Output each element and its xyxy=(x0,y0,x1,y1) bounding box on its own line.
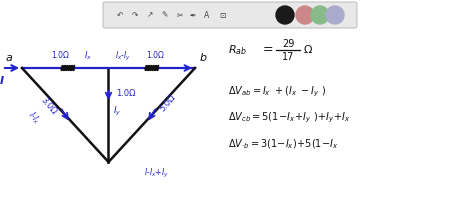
Text: A: A xyxy=(204,10,210,19)
Text: 29: 29 xyxy=(282,39,294,49)
Circle shape xyxy=(311,6,329,24)
Text: ✒: ✒ xyxy=(190,10,196,19)
Text: a: a xyxy=(5,53,12,63)
Text: b: b xyxy=(200,53,207,63)
Text: ⊡: ⊡ xyxy=(219,10,225,19)
Text: $\Delta V_{\cdot b} = 3(1\!-\!I_x)\!+\!5(1\!-\!I_x$: $\Delta V_{\cdot b} = 3(1\!-\!I_x)\!+\!5… xyxy=(228,137,339,151)
Text: ✂: ✂ xyxy=(177,10,183,19)
Text: $R_{ab}$: $R_{ab}$ xyxy=(228,43,247,57)
Text: $I_x$: $I_x$ xyxy=(84,49,92,61)
Text: Ω: Ω xyxy=(304,45,312,55)
Text: ↗: ↗ xyxy=(147,10,153,19)
Text: $I_x$-$I_y$: $I_x$-$I_y$ xyxy=(115,49,131,62)
Text: $\Delta V_{cb} = 5(1\!-\!I_x\!+\!I_y\ )\!+\!I_y\!+\!I_x$: $\Delta V_{cb} = 5(1\!-\!I_x\!+\!I_y\ )\… xyxy=(228,111,351,125)
Text: 17: 17 xyxy=(282,52,294,62)
Circle shape xyxy=(296,6,314,24)
Text: $I$-$I_x$+$I_y$: $I$-$I_x$+$I_y$ xyxy=(145,167,169,180)
Text: $\Delta V_{ab} = I_x\ +(I_x\ -I_y\ )$: $\Delta V_{ab} = I_x\ +(I_x\ -I_y\ )$ xyxy=(228,85,326,99)
Text: 1.0Ω: 1.0Ω xyxy=(51,51,69,60)
Text: ↷: ↷ xyxy=(132,10,138,19)
Text: 1.0Ω: 1.0Ω xyxy=(117,89,136,98)
Text: 3.0Ω: 3.0Ω xyxy=(39,96,59,117)
Circle shape xyxy=(276,6,294,24)
Circle shape xyxy=(326,6,344,24)
FancyBboxPatch shape xyxy=(103,2,357,28)
Text: =: = xyxy=(263,43,273,56)
Text: ↶: ↶ xyxy=(117,10,123,19)
Text: $I$-$I_x$: $I$-$I_x$ xyxy=(25,109,43,127)
Text: 5.0Ω: 5.0Ω xyxy=(158,93,177,113)
Text: 1.0Ω: 1.0Ω xyxy=(146,51,164,60)
Text: I: I xyxy=(0,76,4,86)
Text: ✎: ✎ xyxy=(162,10,168,19)
Text: $I_y$: $I_y$ xyxy=(113,104,122,117)
